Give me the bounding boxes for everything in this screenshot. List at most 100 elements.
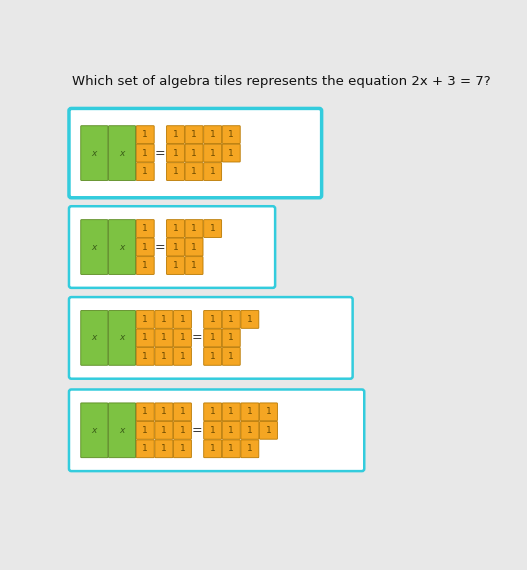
Text: 1: 1 bbox=[142, 224, 148, 233]
Text: 1: 1 bbox=[172, 149, 178, 157]
FancyBboxPatch shape bbox=[185, 238, 203, 256]
Text: 1: 1 bbox=[172, 261, 178, 270]
FancyBboxPatch shape bbox=[69, 389, 364, 471]
FancyBboxPatch shape bbox=[222, 348, 240, 365]
FancyBboxPatch shape bbox=[222, 440, 240, 458]
Text: 1: 1 bbox=[266, 426, 271, 435]
FancyBboxPatch shape bbox=[222, 311, 240, 328]
Text: x: x bbox=[119, 333, 125, 343]
Text: x: x bbox=[92, 333, 97, 343]
FancyBboxPatch shape bbox=[155, 329, 173, 347]
Text: 1: 1 bbox=[228, 315, 234, 324]
Text: 1: 1 bbox=[191, 243, 197, 251]
FancyBboxPatch shape bbox=[136, 126, 154, 144]
FancyBboxPatch shape bbox=[185, 219, 203, 238]
FancyBboxPatch shape bbox=[167, 219, 184, 238]
FancyBboxPatch shape bbox=[81, 311, 108, 365]
FancyBboxPatch shape bbox=[167, 126, 184, 144]
Text: 1: 1 bbox=[142, 315, 148, 324]
Text: 1: 1 bbox=[191, 130, 197, 139]
Text: Which set of algebra tiles represents the equation 2x + 3 = 7?: Which set of algebra tiles represents th… bbox=[72, 75, 491, 88]
Text: x: x bbox=[119, 426, 125, 435]
Text: 1: 1 bbox=[228, 426, 234, 435]
Text: 1: 1 bbox=[180, 333, 186, 343]
Text: x: x bbox=[92, 243, 97, 251]
FancyBboxPatch shape bbox=[69, 297, 353, 378]
FancyBboxPatch shape bbox=[155, 311, 173, 328]
Text: 1: 1 bbox=[228, 333, 234, 343]
Text: 1: 1 bbox=[172, 130, 178, 139]
FancyBboxPatch shape bbox=[69, 108, 321, 198]
Text: 1: 1 bbox=[191, 167, 197, 176]
Text: 1: 1 bbox=[161, 444, 167, 453]
FancyBboxPatch shape bbox=[204, 144, 222, 162]
Text: 1: 1 bbox=[161, 315, 167, 324]
Text: 1: 1 bbox=[172, 167, 178, 176]
Text: 1: 1 bbox=[142, 261, 148, 270]
FancyBboxPatch shape bbox=[204, 440, 222, 458]
Text: 1: 1 bbox=[210, 224, 216, 233]
FancyBboxPatch shape bbox=[204, 403, 222, 421]
Text: =: = bbox=[155, 146, 165, 160]
FancyBboxPatch shape bbox=[185, 126, 203, 144]
FancyBboxPatch shape bbox=[185, 144, 203, 162]
FancyBboxPatch shape bbox=[173, 403, 191, 421]
FancyBboxPatch shape bbox=[155, 348, 173, 365]
FancyBboxPatch shape bbox=[222, 421, 240, 439]
Text: =: = bbox=[155, 241, 165, 254]
Text: =: = bbox=[192, 424, 203, 437]
Text: 1: 1 bbox=[210, 444, 216, 453]
FancyBboxPatch shape bbox=[204, 329, 222, 347]
FancyBboxPatch shape bbox=[204, 219, 222, 238]
Text: 1: 1 bbox=[228, 352, 234, 361]
Text: 1: 1 bbox=[180, 315, 186, 324]
Text: 1: 1 bbox=[228, 408, 234, 416]
FancyBboxPatch shape bbox=[81, 126, 108, 181]
Text: 1: 1 bbox=[180, 426, 186, 435]
Text: 1: 1 bbox=[266, 408, 271, 416]
FancyBboxPatch shape bbox=[136, 311, 154, 328]
FancyBboxPatch shape bbox=[155, 421, 173, 439]
FancyBboxPatch shape bbox=[136, 421, 154, 439]
FancyBboxPatch shape bbox=[109, 311, 135, 365]
FancyBboxPatch shape bbox=[155, 440, 173, 458]
Text: 1: 1 bbox=[191, 149, 197, 157]
FancyBboxPatch shape bbox=[136, 440, 154, 458]
Text: 1: 1 bbox=[228, 149, 234, 157]
FancyBboxPatch shape bbox=[241, 440, 259, 458]
FancyBboxPatch shape bbox=[167, 162, 184, 181]
FancyBboxPatch shape bbox=[167, 256, 184, 274]
FancyBboxPatch shape bbox=[109, 403, 135, 458]
FancyBboxPatch shape bbox=[204, 421, 222, 439]
Text: 1: 1 bbox=[161, 333, 167, 343]
FancyBboxPatch shape bbox=[136, 329, 154, 347]
FancyBboxPatch shape bbox=[136, 348, 154, 365]
FancyBboxPatch shape bbox=[173, 440, 191, 458]
FancyBboxPatch shape bbox=[173, 311, 191, 328]
Text: 1: 1 bbox=[142, 130, 148, 139]
Text: 1: 1 bbox=[142, 444, 148, 453]
Text: 1: 1 bbox=[142, 243, 148, 251]
Text: 1: 1 bbox=[180, 444, 186, 453]
Text: 1: 1 bbox=[247, 408, 253, 416]
FancyBboxPatch shape bbox=[109, 126, 135, 181]
FancyBboxPatch shape bbox=[136, 144, 154, 162]
FancyBboxPatch shape bbox=[204, 311, 222, 328]
Text: 1: 1 bbox=[161, 408, 167, 416]
Text: 1: 1 bbox=[247, 315, 253, 324]
FancyBboxPatch shape bbox=[173, 421, 191, 439]
FancyBboxPatch shape bbox=[167, 238, 184, 256]
FancyBboxPatch shape bbox=[136, 219, 154, 238]
FancyBboxPatch shape bbox=[222, 144, 240, 162]
FancyBboxPatch shape bbox=[69, 206, 275, 288]
Text: 1: 1 bbox=[210, 149, 216, 157]
Text: 1: 1 bbox=[210, 130, 216, 139]
FancyBboxPatch shape bbox=[136, 238, 154, 256]
FancyBboxPatch shape bbox=[81, 219, 108, 274]
Text: =: = bbox=[192, 331, 203, 344]
FancyBboxPatch shape bbox=[259, 421, 277, 439]
Text: 1: 1 bbox=[142, 167, 148, 176]
FancyBboxPatch shape bbox=[241, 403, 259, 421]
Text: 1: 1 bbox=[142, 333, 148, 343]
FancyBboxPatch shape bbox=[155, 403, 173, 421]
